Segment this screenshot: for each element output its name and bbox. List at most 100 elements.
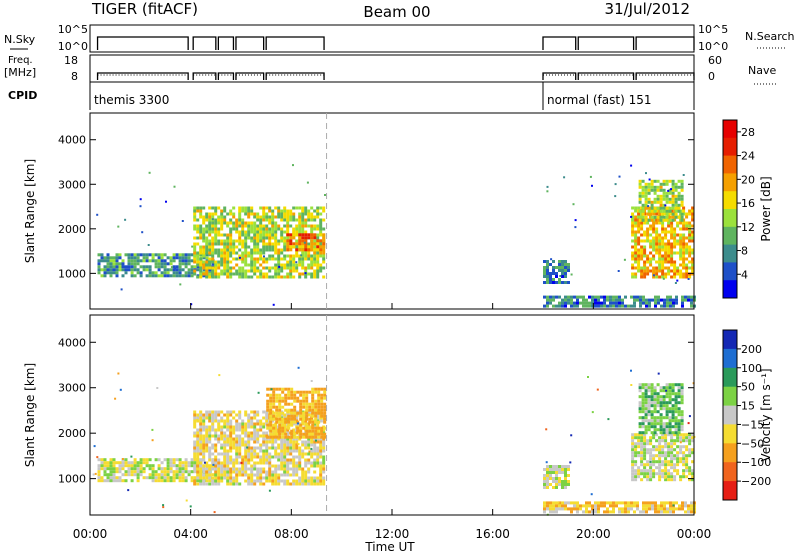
heatmap-cell xyxy=(549,474,552,477)
heatmap-cell xyxy=(301,449,305,453)
heatmap-cell xyxy=(654,501,657,505)
heatmap-cell xyxy=(322,461,326,465)
heatmap-cell xyxy=(253,215,257,219)
heatmap-cell xyxy=(296,396,300,400)
heatmap-cell xyxy=(644,206,648,210)
heatmap-cell xyxy=(688,221,692,225)
heatmap-cell xyxy=(670,236,674,240)
heatmap-cell xyxy=(644,188,648,192)
heatmap-cell xyxy=(655,251,659,255)
heatmap-cell xyxy=(163,271,167,275)
heatmap-cell xyxy=(178,461,182,465)
heatmap-cell xyxy=(666,301,669,305)
heatmap-cell xyxy=(681,504,684,508)
heatmap-cell xyxy=(661,433,665,437)
heatmap-cell xyxy=(552,477,555,480)
heatmap-cell xyxy=(238,209,242,213)
heatmap-cell xyxy=(148,271,152,275)
heatmap-cell xyxy=(664,275,668,279)
heatmap-cell xyxy=(232,425,236,429)
heatmap-cell xyxy=(691,472,695,476)
heatmap-cell xyxy=(289,446,293,450)
heatmap-cell xyxy=(591,504,594,508)
heatmap-cell xyxy=(166,262,170,266)
heatmap-cell xyxy=(658,275,662,279)
heatmap-cell xyxy=(247,449,251,453)
heatmap-cell xyxy=(668,416,672,420)
heatmap-cell xyxy=(271,215,275,219)
heatmap-cell xyxy=(286,458,290,462)
heatmap-cell xyxy=(214,470,218,474)
heatmap-cell xyxy=(187,461,191,465)
heatmap-cell xyxy=(181,268,185,272)
heatmap-cell xyxy=(652,248,656,252)
heatmap-cell xyxy=(208,410,212,414)
scatter-point xyxy=(218,374,221,377)
heatmap-cell xyxy=(582,301,585,305)
nsky-tick-bottom: 10^0 xyxy=(58,40,88,53)
heatmap-cell xyxy=(307,251,311,255)
heatmap-cell xyxy=(229,413,233,417)
heatmap-cell xyxy=(232,440,236,444)
heatmap-cell xyxy=(277,254,281,258)
heatmap-cell xyxy=(262,434,266,438)
heatmap-cell xyxy=(265,260,269,264)
heatmap-cell xyxy=(208,434,212,438)
heatmap-cell xyxy=(690,501,693,505)
date-title: 31/Jul/2012 xyxy=(605,0,690,18)
heatmap-cell xyxy=(301,248,305,252)
heatmap-cell xyxy=(130,253,134,257)
heatmap-cell xyxy=(631,475,635,479)
heatmap-cell xyxy=(271,236,275,240)
heatmap-cell xyxy=(214,479,218,483)
heatmap-cell xyxy=(567,301,570,305)
heatmap-cell xyxy=(672,507,675,511)
heatmap-cell xyxy=(316,455,320,459)
colorbar-tick-label: 8 xyxy=(741,245,748,258)
heatmap-cell xyxy=(652,236,656,240)
heatmap-cell xyxy=(223,461,227,465)
heatmap-cell xyxy=(688,245,692,249)
heatmap-cell xyxy=(205,470,209,474)
heatmap-cell xyxy=(190,464,194,468)
heatmap-cell xyxy=(307,257,311,261)
heatmap-cell xyxy=(226,449,230,453)
heatmap-cell xyxy=(323,405,327,409)
heatmap-cell xyxy=(286,254,290,258)
heatmap-cell xyxy=(283,239,287,243)
heatmap-cell xyxy=(646,448,650,452)
heatmap-cell xyxy=(555,474,558,477)
heatmap-cell xyxy=(643,233,647,237)
heatmap-cell xyxy=(292,260,296,264)
heatmap-cell xyxy=(652,457,656,461)
heatmap-cell xyxy=(682,242,686,246)
heatmap-cell xyxy=(674,197,678,201)
heatmap-cell xyxy=(274,440,278,444)
heatmap-cell xyxy=(310,437,314,441)
heatmap-cell xyxy=(682,266,686,270)
heatmap-cell xyxy=(175,274,179,278)
heatmap-cell xyxy=(103,274,107,278)
heatmap-cell xyxy=(241,239,245,243)
scatter-point xyxy=(179,283,182,286)
heatmap-cell xyxy=(302,414,306,418)
heatmap-cell xyxy=(561,471,564,474)
heatmap-cell xyxy=(115,274,119,278)
heatmap-cell xyxy=(679,451,683,455)
heatmap-cell xyxy=(298,248,302,252)
heatmap-cell xyxy=(691,448,695,452)
heatmap-cell xyxy=(688,466,692,470)
heatmap-cell xyxy=(250,452,254,456)
heatmap-cell xyxy=(217,464,221,468)
heatmap-cell xyxy=(631,254,635,258)
heatmap-cell xyxy=(664,248,668,252)
heatmap-cell xyxy=(671,218,675,222)
heatmap-cell xyxy=(268,452,272,456)
heatmap-cell xyxy=(659,185,663,189)
heatmap-cell xyxy=(223,233,227,237)
heatmap-cell xyxy=(262,431,266,435)
heatmap-cell xyxy=(274,464,278,468)
scatter-point xyxy=(670,188,673,191)
heatmap-cell xyxy=(311,387,315,391)
heatmap-cell xyxy=(208,452,212,456)
